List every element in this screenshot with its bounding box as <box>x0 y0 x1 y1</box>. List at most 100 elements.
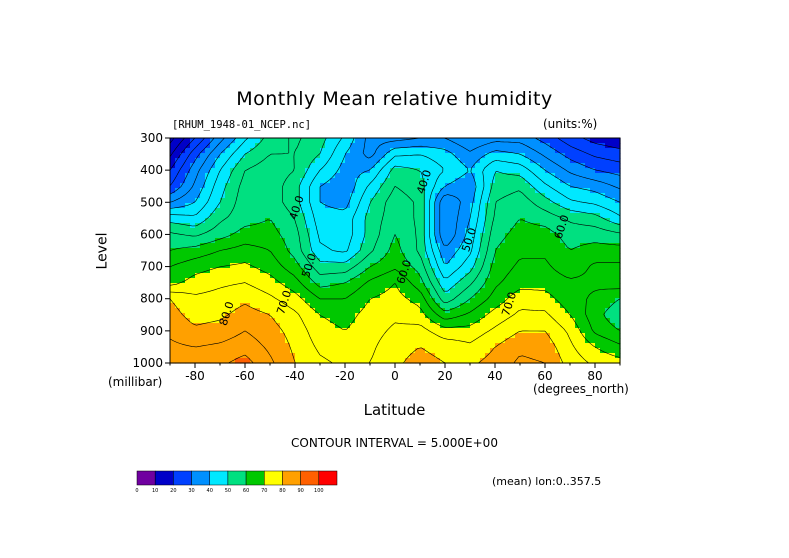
contour-cell <box>300 358 306 364</box>
contour-cell <box>565 183 571 189</box>
contour-cell <box>565 288 571 294</box>
contour-cell <box>320 298 326 304</box>
contour-cell <box>545 173 551 179</box>
contour-cell <box>205 208 211 214</box>
contour-cell <box>310 353 316 359</box>
contour-cell <box>275 353 281 359</box>
contour-cell <box>510 218 516 224</box>
contour-cell <box>345 243 351 249</box>
contour-cell <box>185 293 191 299</box>
contour-cell <box>380 163 386 169</box>
contour-cell <box>190 348 196 354</box>
contour-cell <box>455 248 461 254</box>
contour-cell <box>180 158 186 164</box>
contour-cell <box>475 218 481 224</box>
contour-cell <box>300 143 306 149</box>
contour-cell <box>180 278 186 284</box>
contour-cell <box>240 298 246 304</box>
contour-cell <box>180 233 186 239</box>
contour-cell <box>450 183 456 189</box>
contour-cell <box>420 203 426 209</box>
contour-cell <box>290 263 296 269</box>
contour-cell <box>180 248 186 254</box>
contour-cell <box>260 173 266 179</box>
contour-cell <box>585 273 591 279</box>
contour-cell <box>170 273 176 279</box>
contour-cell <box>175 293 181 299</box>
contour-cell <box>520 263 526 269</box>
contour-cell <box>410 248 416 254</box>
contour-cell <box>250 193 256 199</box>
contour-cell <box>180 313 186 319</box>
contour-cell <box>405 143 411 149</box>
contour-cell <box>270 163 276 169</box>
contour-cell <box>530 168 536 174</box>
contour-cell <box>215 143 221 149</box>
contour-cell <box>230 173 236 179</box>
contour-cell <box>435 168 441 174</box>
contour-cell <box>545 288 551 294</box>
contour-cell <box>345 198 351 204</box>
contour-cell <box>195 358 201 364</box>
contour-cell <box>450 288 456 294</box>
contour-cell <box>385 228 391 234</box>
contour-cell <box>330 173 336 179</box>
contour-cell <box>470 343 476 349</box>
contour-cell <box>380 228 386 234</box>
contour-cell <box>195 183 201 189</box>
contour-cell <box>195 318 201 324</box>
contour-cell <box>500 188 506 194</box>
contour-cell <box>610 228 616 234</box>
contour-cell <box>380 348 386 354</box>
contour-cell <box>175 303 181 309</box>
contour-cell <box>285 318 291 324</box>
contour-cell <box>395 213 401 219</box>
contour-cell <box>435 283 441 289</box>
contour-cell <box>215 218 221 224</box>
contour-cell <box>405 228 411 234</box>
contour-cell <box>245 298 251 304</box>
contour-cell <box>315 188 321 194</box>
contour-cell <box>360 198 366 204</box>
contour-cell <box>175 333 181 339</box>
contour-cell <box>225 143 231 149</box>
contour-cell <box>235 303 241 309</box>
contour-cell <box>605 253 611 259</box>
colorbar-label: 50 <box>225 488 231 494</box>
contour-cell <box>595 238 601 244</box>
contour-cell <box>550 273 556 279</box>
contour-cell <box>340 348 346 354</box>
contour-cell <box>530 278 536 284</box>
contour-cell <box>385 338 391 344</box>
contour-cell <box>510 153 516 159</box>
contour-cell <box>450 153 456 159</box>
contour-cell <box>410 323 416 329</box>
contour-cell <box>310 303 316 309</box>
contour-cell <box>315 263 321 269</box>
contour-cell <box>580 223 586 229</box>
contour-cell <box>500 338 506 344</box>
contour-cell <box>425 303 431 309</box>
contour-cell <box>420 288 426 294</box>
contour-cell <box>215 238 221 244</box>
contour-cell <box>275 138 281 144</box>
contour-cell <box>335 273 341 279</box>
contour-cell <box>325 328 331 334</box>
contour-cell <box>360 273 366 279</box>
contour-cell <box>260 288 266 294</box>
contour-cell <box>415 173 421 179</box>
contour-cell <box>595 343 601 349</box>
contour-cell <box>295 183 301 189</box>
contour-cell <box>315 343 321 349</box>
contour-cell <box>240 158 246 164</box>
contour-cell <box>315 178 321 184</box>
contour-cell <box>580 263 586 269</box>
contour-cell <box>615 188 621 194</box>
contour-cell <box>305 248 311 254</box>
contour-cell <box>270 158 276 164</box>
contour-cell <box>375 253 381 259</box>
contour-cell <box>600 318 606 324</box>
contour-cell <box>335 283 341 289</box>
contour-cell <box>235 183 241 189</box>
contour-cell <box>415 343 421 349</box>
